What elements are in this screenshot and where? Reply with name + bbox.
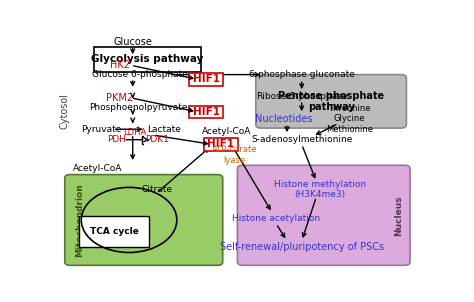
FancyBboxPatch shape [65,175,223,265]
Text: Acetyl-CoA: Acetyl-CoA [202,127,251,136]
Text: Glucose 6-phosphate: Glucose 6-phosphate [92,70,188,79]
Text: Self-renewal/pluripotency of PSCs: Self-renewal/pluripotency of PSCs [219,242,384,252]
Text: Citrate: Citrate [141,185,172,194]
FancyBboxPatch shape [80,217,149,247]
Text: Lactate: Lactate [147,125,181,134]
FancyBboxPatch shape [204,138,237,151]
Text: HIF1: HIF1 [193,74,219,84]
Text: Mitochondrion: Mitochondrion [75,183,84,257]
Text: HIF1: HIF1 [208,139,234,149]
Text: Histone acetylation: Histone acetylation [232,214,320,223]
FancyBboxPatch shape [256,75,406,128]
Text: Histone methylation
(H3K4me3): Histone methylation (H3K4me3) [274,180,366,199]
Text: LDHA: LDHA [123,128,146,137]
Text: Acetyl-CoA: Acetyl-CoA [73,164,122,173]
Text: 6-phosphase gluconate: 6-phosphase gluconate [249,70,355,79]
Text: PKM2: PKM2 [106,93,133,103]
Text: Nucleus: Nucleus [394,195,403,236]
Text: PDH: PDH [107,135,126,144]
Text: Ribose-5-phosphase: Ribose-5-phosphase [256,92,347,101]
Text: Pentose phosphate
pathway: Pentose phosphate pathway [278,91,384,112]
FancyBboxPatch shape [237,165,410,265]
Text: Glucose: Glucose [113,37,152,47]
Text: HK2: HK2 [110,60,130,70]
Text: Pyruvate: Pyruvate [82,125,122,134]
Text: Phosphoenolpyruvate: Phosphoenolpyruvate [89,103,188,112]
Text: Nucleotides: Nucleotides [255,114,312,124]
Text: ATP-citrate
lyase: ATP-citrate lyase [212,145,257,165]
Text: PDK1: PDK1 [145,135,169,144]
Text: Cytosol: Cytosol [60,93,70,129]
Text: TCA cycle: TCA cycle [90,227,139,236]
Text: S-adenosylmethionine: S-adenosylmethionine [251,135,352,144]
FancyBboxPatch shape [190,73,223,85]
Text: HIF1: HIF1 [193,107,219,117]
Text: Glycolysis pathway: Glycolysis pathway [91,54,204,65]
Text: Threonine
Glycine
Methionine: Threonine Glycine Methionine [326,104,373,134]
FancyBboxPatch shape [94,47,201,72]
FancyBboxPatch shape [190,105,223,118]
